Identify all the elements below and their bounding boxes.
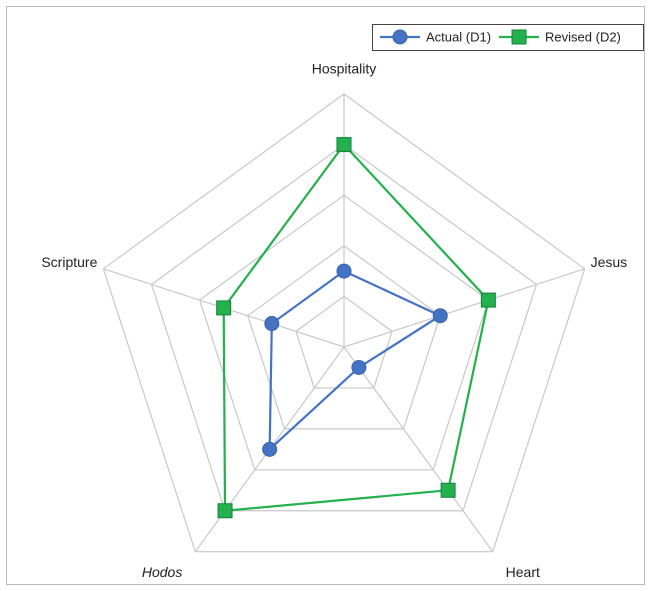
axis-label: Heart bbox=[506, 564, 540, 580]
marker bbox=[432, 308, 448, 324]
marker bbox=[216, 300, 232, 316]
grid-ring bbox=[295, 295, 393, 389]
grid-ring bbox=[150, 143, 538, 512]
marker bbox=[336, 263, 352, 279]
marker bbox=[262, 441, 278, 457]
marker bbox=[440, 482, 456, 498]
grid-ring bbox=[198, 194, 490, 471]
chart-border bbox=[6, 6, 645, 585]
legend-marker bbox=[392, 29, 408, 45]
marker bbox=[217, 503, 233, 519]
series-line bbox=[222, 142, 490, 512]
marker bbox=[480, 292, 496, 308]
legend-label: Revised (D2) bbox=[545, 29, 621, 44]
marker bbox=[351, 359, 367, 375]
legend-label: Actual (D1) bbox=[426, 29, 491, 44]
grid-ring bbox=[247, 245, 441, 430]
axis-label: Scripture bbox=[41, 254, 97, 270]
grid-ring bbox=[102, 93, 586, 553]
spoke bbox=[343, 268, 585, 348]
spoke bbox=[343, 346, 494, 553]
marker bbox=[336, 137, 352, 153]
marker bbox=[264, 316, 280, 332]
axis-label: Hodos bbox=[142, 564, 182, 580]
axis-label: Jesus bbox=[591, 254, 628, 270]
axis-label: Hospitality bbox=[312, 61, 377, 77]
legend-marker bbox=[511, 29, 527, 45]
series-line bbox=[268, 269, 443, 452]
